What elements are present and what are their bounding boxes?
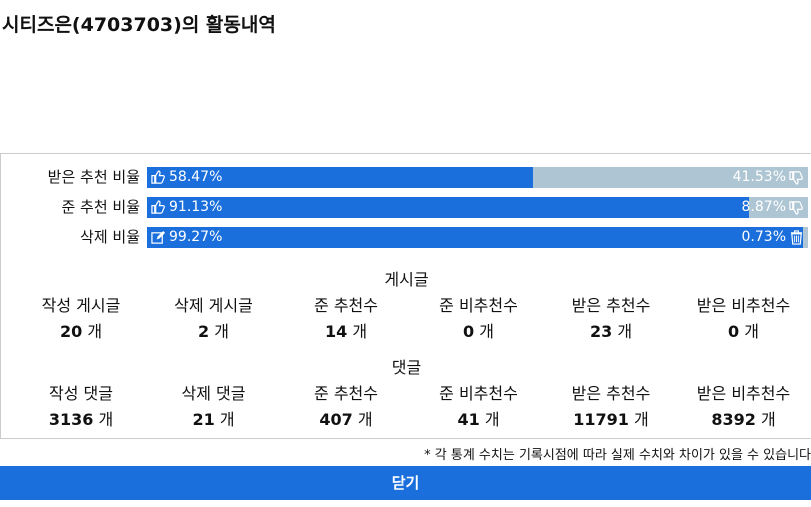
stat-label: 준 추천수 bbox=[314, 384, 378, 403]
stat-label: 작성 댓글 bbox=[49, 384, 113, 403]
left-label: 91.13% bbox=[151, 197, 222, 218]
left-value: 99.27% bbox=[169, 229, 223, 245]
right-value: 8.87% bbox=[741, 199, 786, 215]
stat-value: 3136 개 bbox=[15, 406, 147, 430]
stat-value: 11791 개 bbox=[545, 406, 677, 430]
stat-unit: 개 bbox=[352, 322, 368, 341]
stat-unit: 개 bbox=[214, 322, 229, 341]
stat-label: 삭제 게시글 bbox=[174, 296, 253, 315]
edit-icon bbox=[151, 230, 166, 244]
stat-number: 3136 bbox=[48, 410, 94, 429]
stat-label: 받은 비추천수 bbox=[696, 384, 791, 403]
stat-label: 삭제 댓글 bbox=[181, 384, 246, 403]
stat-label: 준 비추천수 bbox=[439, 296, 518, 315]
stat-unit: 개 bbox=[484, 410, 500, 429]
stat-label: 준 비추천수 bbox=[439, 384, 518, 403]
stat-unit: 개 bbox=[479, 322, 494, 341]
ratio-label: 준 추천 비율 bbox=[61, 198, 140, 216]
stat-unit: 개 bbox=[634, 410, 649, 429]
stats-panel: 받은 추천 비율 58.47% 41.53% 준 추천 비율 91.13% 8.87% 삭제… bbox=[0, 153, 811, 439]
stat-value: 20 개 bbox=[15, 318, 147, 342]
stat-number: 0 bbox=[463, 322, 475, 341]
stat-value: 2 개 bbox=[148, 318, 280, 342]
ratio-label: 받은 추천 비율 bbox=[47, 168, 140, 186]
ratio-bar: 99.27% 0.73% bbox=[147, 227, 808, 248]
right-value: 0.73% bbox=[741, 229, 786, 245]
ratio-bar: 58.47% 41.53% bbox=[147, 167, 808, 188]
stat-number: 8392 bbox=[711, 410, 756, 429]
stat-unit: 개 bbox=[760, 410, 776, 429]
left-label: 99.27% bbox=[151, 227, 222, 248]
ratio-row: 준 추천 비율 91.13% 8.87% bbox=[1, 197, 811, 218]
left-value: 58.47% bbox=[169, 169, 223, 185]
stat-label: 받은 추천수 bbox=[571, 296, 651, 315]
stat-label: 받은 추천수 bbox=[571, 384, 651, 403]
stat-unit: 개 bbox=[219, 410, 235, 429]
stat-unit: 개 bbox=[744, 322, 759, 341]
stat-unit: 개 bbox=[357, 410, 373, 429]
down-icon bbox=[789, 201, 803, 215]
ratio-label: 삭제 비율 bbox=[80, 228, 140, 246]
ratio-fill bbox=[147, 197, 750, 218]
ratio-row: 받은 추천 비율 58.47% 41.53% bbox=[1, 167, 811, 188]
stat-number: 41 bbox=[457, 410, 480, 429]
stat-label: 작성 게시글 bbox=[41, 296, 121, 315]
section-title: 댓글 bbox=[391, 358, 422, 377]
stat-number: 23 bbox=[589, 322, 613, 341]
stat-unit: 개 bbox=[98, 410, 114, 429]
stat-value: 21 개 bbox=[148, 406, 280, 430]
stat-value: 8392 개 bbox=[678, 406, 810, 430]
stat-unit: 개 bbox=[617, 322, 633, 341]
stat-value: 41 개 bbox=[413, 406, 545, 430]
stat-number: 0 bbox=[728, 322, 740, 341]
ratio-fill bbox=[147, 227, 804, 248]
stat-value: 0 개 bbox=[678, 318, 810, 342]
trash-icon bbox=[790, 230, 803, 245]
ratio-fill bbox=[147, 167, 534, 188]
stat-value: 14 개 bbox=[280, 318, 412, 342]
stat-number: 407 bbox=[319, 410, 353, 429]
stat-value: 0 개 bbox=[413, 318, 545, 342]
ratio-row: 삭제 비율 99.27% 0.73% bbox=[1, 227, 811, 248]
title: 시티즈은(4703703)의 활동내역 bbox=[2, 14, 276, 36]
stat-value: 407 개 bbox=[280, 406, 412, 430]
stat-number: 21 bbox=[192, 410, 215, 429]
up-icon bbox=[151, 170, 165, 184]
stat-number: 11791 bbox=[573, 410, 629, 429]
stat-unit: 개 bbox=[87, 322, 103, 341]
right-value: 41.53% bbox=[732, 169, 786, 185]
close-button[interactable]: 닫기 bbox=[0, 466, 811, 500]
left-label: 58.47% bbox=[151, 167, 222, 188]
stat-value: 23 개 bbox=[545, 318, 677, 342]
footnote: * 각 통계 수치는 기록시점에 따라 실제 수치와 차이가 있을 수 있습니다 bbox=[424, 448, 811, 463]
ratio-bar: 91.13% 8.87% bbox=[147, 197, 808, 218]
stat-number: 2 bbox=[198, 322, 210, 341]
stat-label: 준 추천수 bbox=[314, 296, 378, 315]
down-icon bbox=[789, 171, 803, 185]
stat-label: 받은 비추천수 bbox=[696, 296, 791, 315]
stat-number: 14 bbox=[324, 322, 348, 341]
right-label: 0.73% bbox=[742, 227, 804, 248]
right-label: 41.53% bbox=[733, 167, 804, 188]
stat-number: 20 bbox=[59, 322, 83, 341]
section-title: 게시글 bbox=[384, 270, 429, 289]
left-value: 91.13% bbox=[169, 199, 223, 215]
up-icon bbox=[151, 200, 165, 214]
right-label: 8.87% bbox=[742, 197, 804, 218]
